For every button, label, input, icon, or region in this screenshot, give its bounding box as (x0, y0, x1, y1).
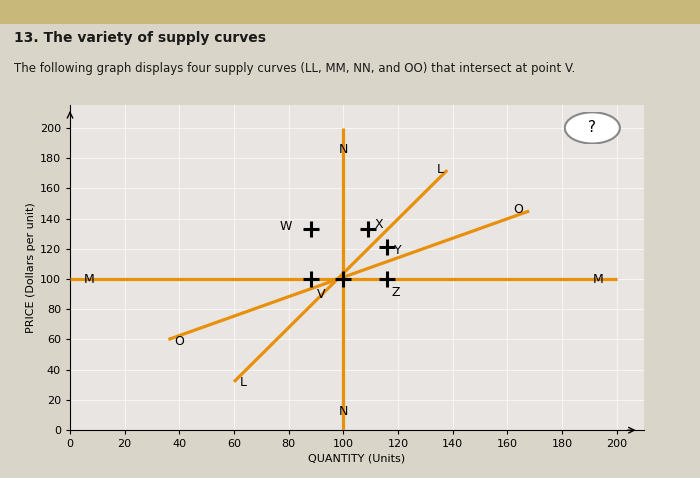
Text: N: N (339, 405, 348, 418)
Text: M: M (84, 272, 95, 285)
Text: The following graph displays four supply curves (LL, MM, NN, and OO) that inters: The following graph displays four supply… (14, 62, 575, 75)
Text: N: N (339, 143, 348, 156)
Text: X: X (374, 218, 383, 231)
Text: 13. The variety of supply curves: 13. The variety of supply curves (14, 31, 266, 45)
FancyBboxPatch shape (0, 0, 700, 24)
Text: O: O (513, 203, 523, 216)
Text: Z: Z (391, 286, 400, 299)
X-axis label: QUANTITY (Units): QUANTITY (Units) (309, 454, 405, 463)
Text: V: V (317, 288, 326, 301)
Y-axis label: PRICE (Dollars per unit): PRICE (Dollars per unit) (26, 202, 36, 333)
Text: L: L (436, 163, 443, 176)
Text: Y: Y (394, 244, 402, 257)
Text: W: W (280, 219, 292, 233)
Text: O: O (174, 335, 183, 348)
Text: L: L (239, 376, 246, 389)
Text: M: M (592, 272, 603, 285)
